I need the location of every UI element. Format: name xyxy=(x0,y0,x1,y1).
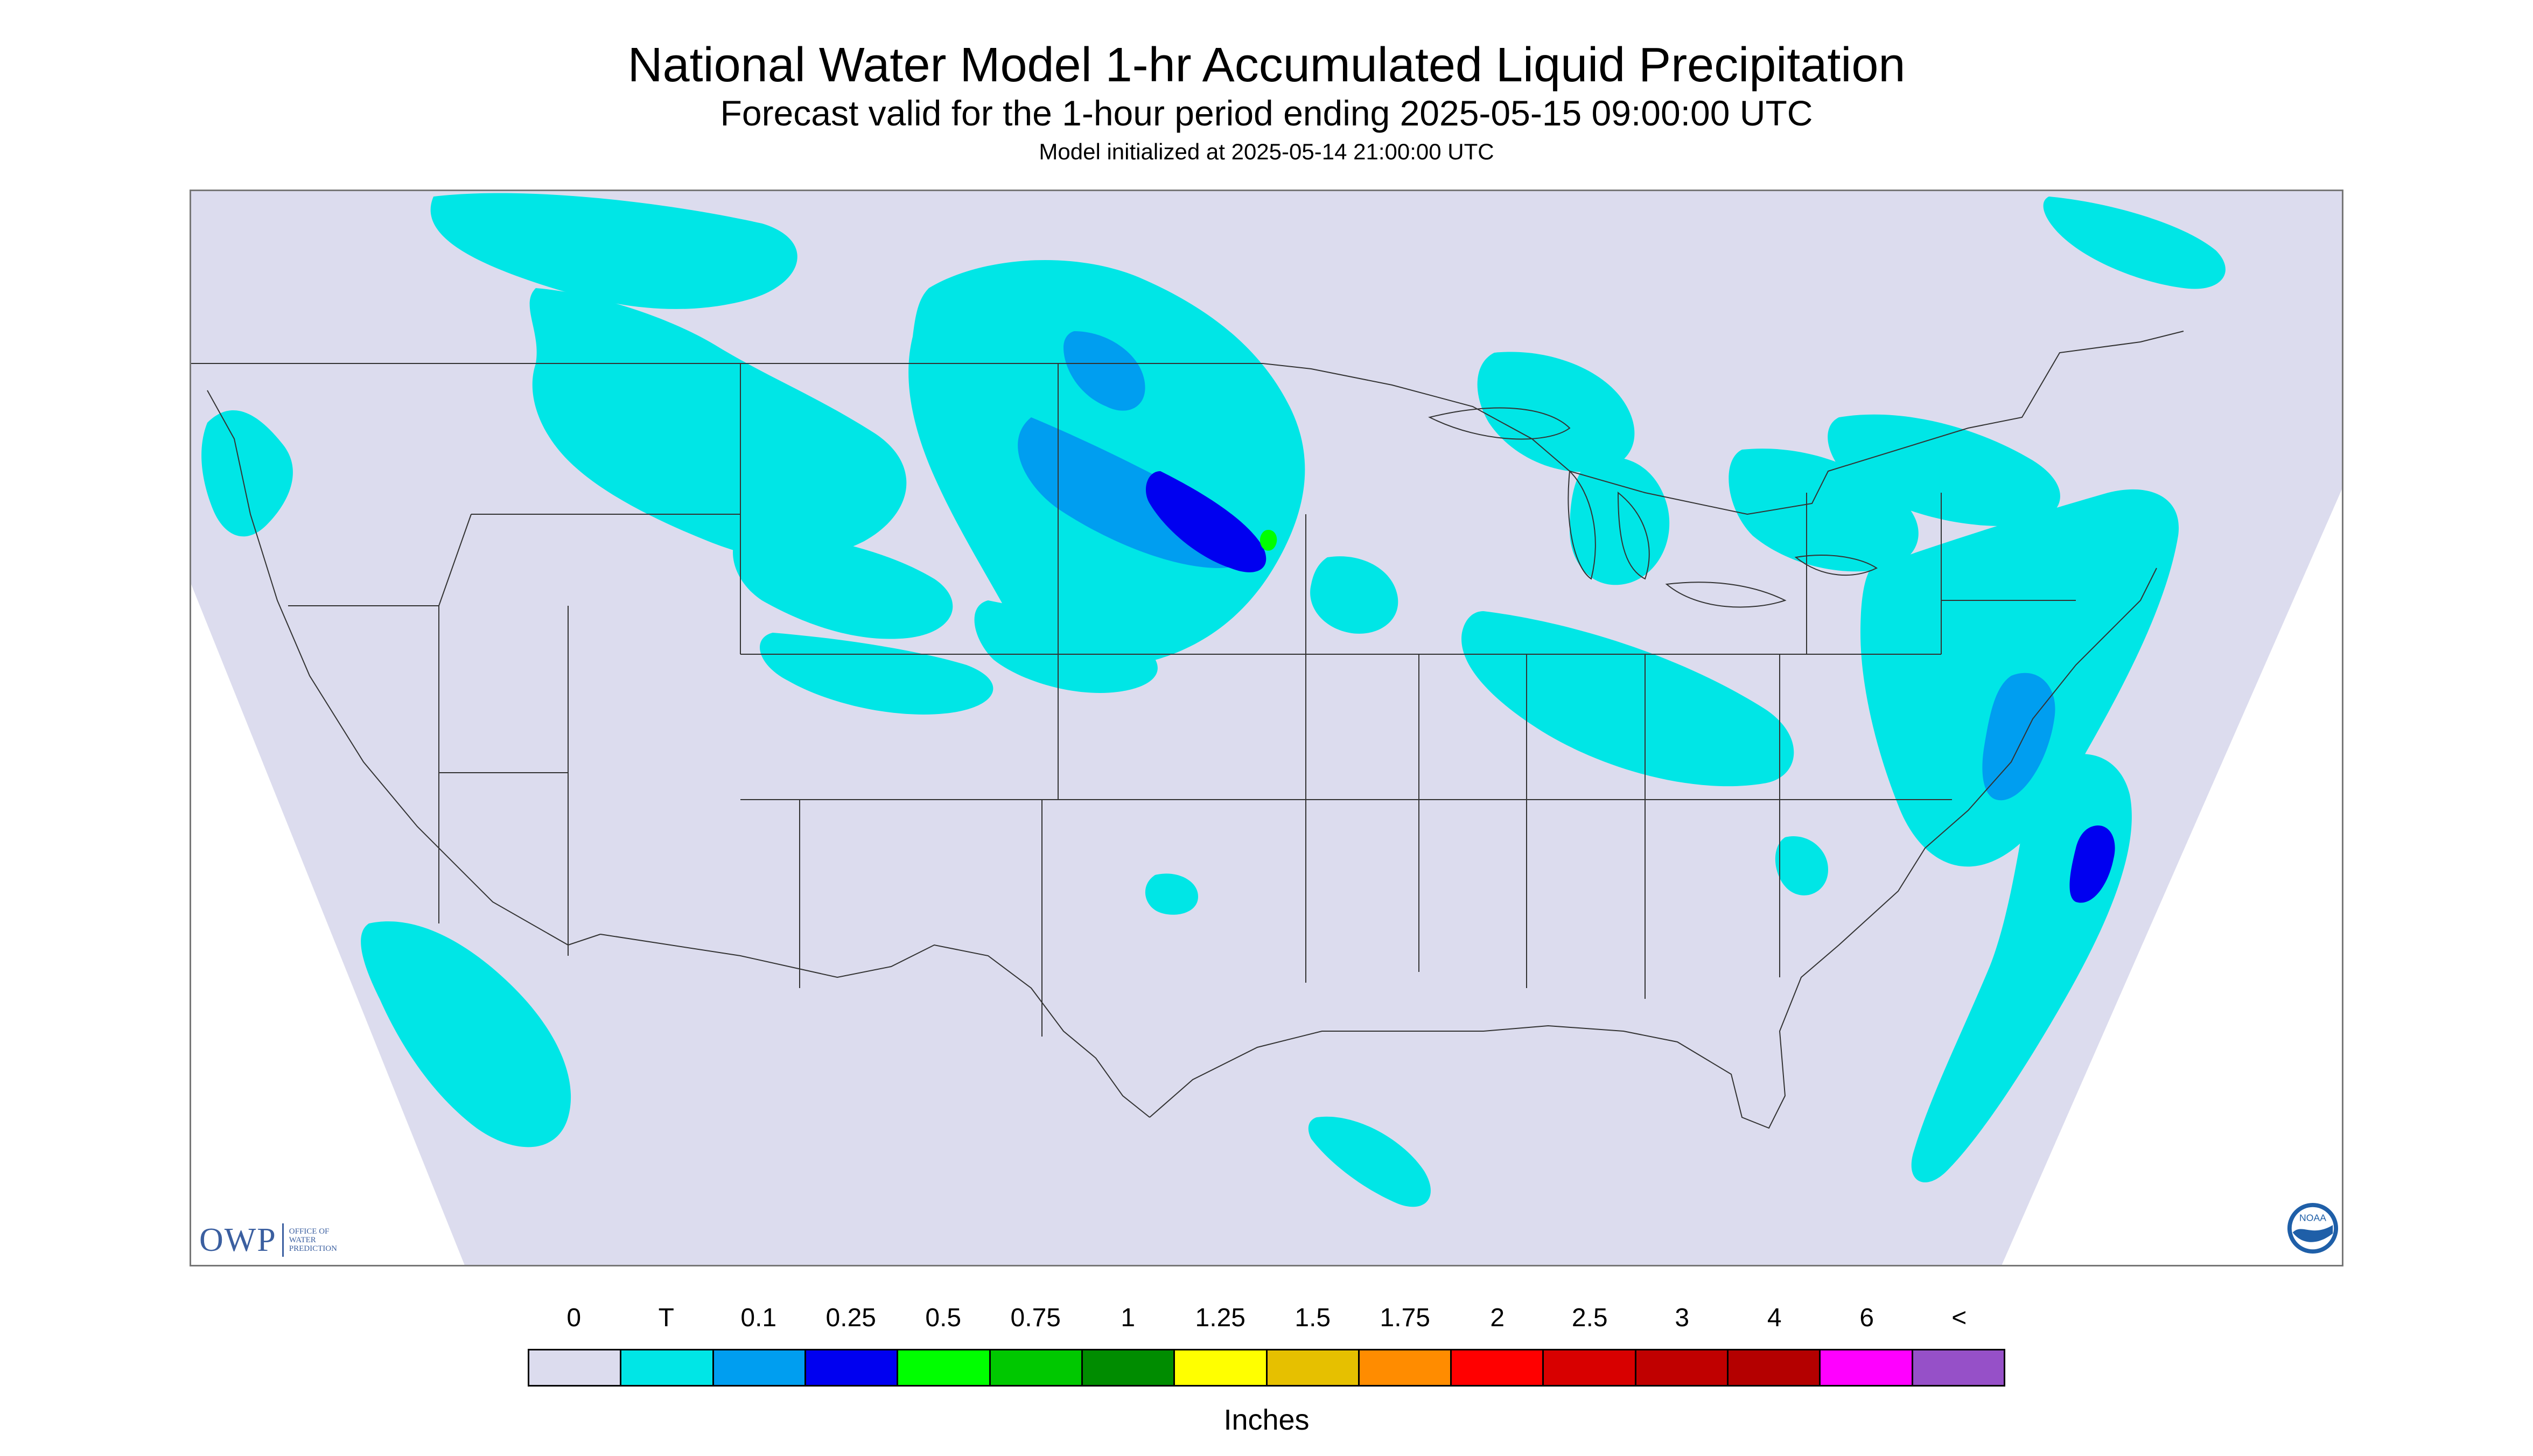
owp-logo-divider xyxy=(282,1223,284,1257)
noaa-logo: NOAA xyxy=(2287,1202,2339,1254)
legend-swatch xyxy=(621,1350,714,1385)
legend-label: T xyxy=(658,1304,674,1332)
legend-swatch xyxy=(529,1350,622,1385)
precip-area-nc-band xyxy=(1982,673,2055,801)
precip-area-quebec xyxy=(1828,414,2060,526)
precip-area-south-dakota xyxy=(760,633,993,715)
legend-swatch xyxy=(713,1350,806,1385)
precip-area-pacific-nw xyxy=(201,410,293,537)
legend-label: 0.5 xyxy=(925,1304,962,1332)
legend-swatch xyxy=(898,1350,991,1385)
canada-border xyxy=(191,331,2184,515)
legend-label: 2 xyxy=(1490,1304,1505,1332)
map-subtitle: Forecast valid for the 1-hour period end… xyxy=(720,93,1813,133)
legend-label: 0.1 xyxy=(740,1304,777,1332)
legend-swatch xyxy=(1452,1350,1544,1385)
precip-area-idaho-montana xyxy=(529,288,907,559)
legend-swatch xyxy=(1636,1350,1729,1385)
map-title: National Water Model 1-hr Accumulated Li… xyxy=(627,38,1906,92)
legend-swatch xyxy=(990,1350,1083,1385)
gulf-coast xyxy=(1149,568,2157,1129)
precip-area-minnesota-core xyxy=(1145,471,1266,572)
legend-labels: 0 T 0.1 0.25 0.5 0.75 1 1.25 1.5 1.75 2 2.5 3 4 6 < xyxy=(528,1302,2005,1334)
legend-label: 0.25 xyxy=(825,1304,876,1332)
owp-logo-mark: OWP xyxy=(199,1221,277,1258)
owp-logo-text: OFFICE OF WATER PREDICTION xyxy=(289,1227,337,1253)
legend-units: Inches xyxy=(1223,1404,1310,1436)
precip-area-nebraska xyxy=(974,600,1158,693)
mexico-border xyxy=(600,934,1150,1118)
precip-area-oklahoma xyxy=(1145,873,1198,915)
precip-area-southeast xyxy=(1775,836,1828,895)
state-lines xyxy=(288,363,2076,1037)
precip-area-wisconsin xyxy=(1477,352,1635,472)
legend-swatch xyxy=(806,1350,899,1385)
precip-0-5 xyxy=(1259,530,1277,551)
legend-label: 1.5 xyxy=(1295,1304,1331,1332)
legend-label: 4 xyxy=(1767,1304,1782,1332)
legend-label: < xyxy=(1951,1304,1967,1332)
legend-swatch xyxy=(1544,1350,1636,1385)
precipitation-map xyxy=(190,190,2343,1266)
noaa-logo-text: NOAA xyxy=(2299,1212,2326,1223)
precip-area-gulf xyxy=(1308,1116,1431,1207)
legend-swatch xyxy=(1082,1350,1175,1385)
west-coast xyxy=(207,390,601,946)
boundaries xyxy=(191,331,2184,1129)
precip-area-iowa xyxy=(1310,556,1398,634)
owp-logo: OWP OFFICE OF WATER PREDICTION xyxy=(199,1216,337,1264)
precip-area-canada-east xyxy=(2043,197,2226,289)
precip-0-25 xyxy=(1145,471,2115,903)
legend-swatch xyxy=(1821,1350,1913,1385)
legend-label: 1.25 xyxy=(1195,1304,1245,1332)
legend-label: 0 xyxy=(566,1304,582,1332)
precip-area-wyoming xyxy=(733,525,953,639)
legend-swatch xyxy=(1359,1350,1452,1385)
legend-swatch xyxy=(1175,1350,1268,1385)
precip-area-atlantic-core xyxy=(2069,825,2115,903)
legend-label: 2.5 xyxy=(1571,1304,1608,1332)
legend-label: 0.75 xyxy=(1010,1304,1061,1332)
legend-swatch xyxy=(1267,1350,1360,1385)
legend-label: 1 xyxy=(1121,1304,1136,1332)
legend-swatch xyxy=(1913,1350,2004,1385)
precip-area-canada-west xyxy=(430,193,797,309)
precip-area-montana-core xyxy=(1063,331,1145,411)
legend-label: 3 xyxy=(1675,1304,1690,1332)
model-init-time: Model initialized at 2025-05-14 21:00:00… xyxy=(1039,139,1494,164)
color-legend xyxy=(528,1349,2005,1387)
precip-area-minnesota-peak xyxy=(1259,530,1277,551)
map-canvas xyxy=(191,191,2342,1265)
legend-label: 1.75 xyxy=(1380,1304,1430,1332)
legend-label: 6 xyxy=(1859,1304,1874,1332)
legend-swatch xyxy=(1729,1350,1821,1385)
precip-area-ohio-valley xyxy=(1461,611,1794,787)
precip-area-pacific-southwest xyxy=(361,921,571,1147)
great-lakes xyxy=(1428,407,1878,608)
